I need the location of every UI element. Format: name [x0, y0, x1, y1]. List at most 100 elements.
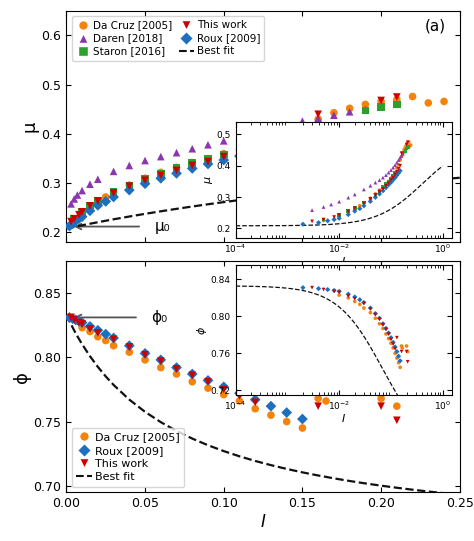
Point [204, 157, 212, 166]
Point [78, 207, 86, 216]
Point [126, 342, 133, 351]
Point [78, 208, 86, 217]
Point [251, 398, 259, 407]
Point [73, 190, 81, 199]
Point [86, 202, 94, 211]
Point [102, 330, 109, 339]
Point [283, 121, 291, 129]
Point [141, 351, 149, 359]
Point [283, 135, 291, 143]
Point [220, 156, 228, 164]
Point [299, 415, 306, 424]
Point [393, 402, 401, 411]
Point [110, 335, 118, 344]
Point [236, 389, 243, 398]
Point [251, 141, 259, 149]
Point [189, 164, 196, 173]
Point [126, 181, 133, 190]
Point [283, 141, 291, 150]
Point [330, 108, 337, 117]
Point [236, 148, 243, 157]
Point [236, 152, 243, 161]
Point [220, 150, 228, 159]
Point [173, 169, 180, 177]
Point [314, 115, 322, 123]
Point [267, 382, 275, 391]
Point [75, 214, 83, 223]
Point [173, 148, 180, 157]
Point [251, 404, 259, 413]
Point [314, 110, 322, 118]
Point [314, 402, 322, 411]
Point [94, 201, 101, 210]
Point [126, 182, 133, 190]
Point [157, 169, 164, 177]
Point [409, 92, 416, 101]
Point [362, 105, 369, 114]
Point [157, 363, 164, 372]
Point [362, 106, 369, 115]
Point [94, 196, 101, 205]
Point [86, 322, 94, 331]
Point [204, 376, 212, 385]
Point [110, 167, 118, 176]
Point [173, 163, 180, 172]
Point [173, 166, 180, 175]
Point [220, 390, 228, 399]
Point [94, 332, 101, 341]
Point [377, 103, 385, 111]
Point [75, 318, 83, 327]
Point [251, 141, 259, 149]
Point [299, 424, 306, 432]
Point [75, 210, 83, 219]
Point [67, 200, 75, 208]
Point [157, 171, 164, 180]
Point [94, 328, 101, 337]
Point [126, 341, 133, 350]
Point [299, 130, 306, 138]
Point [189, 144, 196, 153]
Point [204, 141, 212, 149]
Point [141, 180, 149, 188]
Point [86, 201, 94, 210]
Point [299, 117, 306, 126]
Point [425, 98, 432, 107]
Point [267, 124, 275, 133]
Point [86, 202, 94, 210]
Point [141, 156, 149, 165]
Point [126, 161, 133, 170]
Point [283, 128, 291, 137]
Point [189, 371, 196, 380]
Point [362, 100, 369, 109]
Y-axis label: μ: μ [21, 121, 39, 132]
Point [72, 216, 80, 225]
Point [377, 97, 385, 106]
Point [94, 196, 101, 205]
Point [283, 417, 291, 426]
Point [71, 195, 78, 203]
Point [66, 222, 73, 230]
Point [220, 152, 228, 161]
Point [189, 159, 196, 167]
Point [110, 188, 118, 196]
X-axis label: $I$: $I$ [260, 513, 266, 531]
Point [314, 114, 322, 122]
Point [173, 365, 180, 373]
Point [189, 158, 196, 167]
Point [86, 180, 94, 188]
Point [94, 326, 101, 334]
Point [236, 397, 243, 405]
Legend: Da Cruz [2005], Roux [2009], This work, Best fit: Da Cruz [2005], Roux [2009], This work, … [72, 428, 184, 487]
Point [67, 217, 75, 226]
Point [220, 382, 228, 391]
Point [141, 176, 149, 184]
Point [126, 348, 133, 357]
Point [157, 152, 164, 161]
Point [75, 317, 83, 326]
Point [189, 370, 196, 378]
Point [141, 175, 149, 183]
Point [71, 214, 78, 223]
Point [204, 160, 212, 168]
Point [377, 394, 385, 403]
Point [204, 154, 212, 163]
